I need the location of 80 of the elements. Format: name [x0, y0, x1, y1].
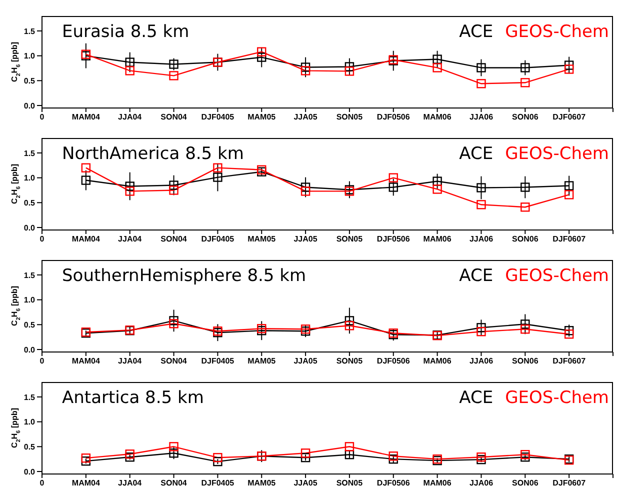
x-tick-label: MAM06 [423, 478, 452, 488]
x-tick-label: JJA06 [469, 356, 494, 366]
x-tick-label: JJA06 [469, 112, 494, 122]
x-tick-label: DJF0506 [376, 112, 410, 122]
x-tick-label: SON05 [336, 112, 364, 122]
x-tick-label: SON05 [336, 356, 364, 366]
y-tick-label: 0.0 [24, 101, 36, 110]
y-tick-label: 1.0 [24, 174, 36, 183]
x-tick-label: DJF0607 [552, 478, 586, 488]
chart-title: Eurasia 8.5 km [62, 22, 190, 42]
x-tick-label: MAM05 [248, 234, 276, 244]
y-tick-label: 1.0 [24, 52, 36, 61]
x-tick-label: SON06 [512, 356, 539, 366]
x-tick-label: JJA04 [118, 112, 142, 122]
x-tick-label: DJF0405 [201, 356, 235, 366]
x-tick-label: JJA05 [294, 112, 318, 122]
chart-title: NorthAmerica 8.5 km [62, 144, 244, 164]
x-tick-label: SON06 [512, 478, 539, 488]
text: GEOS-Chem [505, 144, 609, 164]
text: ACE [459, 266, 494, 286]
x-tick-label: 0 [40, 356, 45, 366]
x-tick-label: DJF0405 [201, 234, 235, 244]
y-tick-label: 0.5 [24, 198, 36, 208]
x-tick-label: DJF0607 [552, 356, 586, 366]
y-tick-label: 1.0 [24, 296, 36, 305]
x-tick-label: SON05 [336, 478, 364, 488]
y-tick-label: 1.5 [24, 392, 36, 402]
x-tick-label: SON05 [336, 234, 364, 244]
y-tick-label: 0.5 [24, 76, 36, 86]
x-tick-label: JJA04 [118, 234, 142, 244]
x-tick-label: 0 [40, 234, 45, 244]
x-tick-label: SON04 [160, 478, 188, 488]
x-tick-label: DJF0405 [201, 478, 235, 488]
x-tick-label: JJA06 [469, 234, 494, 244]
y-tick-label: 1.5 [24, 26, 36, 36]
x-tick-label: MAM05 [248, 478, 276, 488]
series-label: ACE [459, 22, 494, 42]
x-tick-label: SON04 [160, 112, 188, 122]
x-tick-label: DJF0506 [376, 356, 410, 366]
x-tick-label: JJA04 [118, 478, 142, 488]
x-tick-label: MAM06 [423, 234, 452, 244]
y-tick-label: 0.5 [24, 320, 36, 330]
x-tick-label: SON06 [512, 112, 539, 122]
x-tick-label: JJA06 [469, 478, 494, 488]
chart-title: SouthernHemisphere 8.5 km [62, 266, 306, 286]
x-tick-label: MAM05 [248, 112, 276, 122]
y-tick-label: 0.5 [24, 442, 36, 452]
x-tick-label: DJF0607 [552, 112, 586, 122]
x-tick-label: MAM06 [423, 112, 452, 122]
y-tick-label: 1.5 [24, 270, 36, 280]
x-tick-label: MAM04 [72, 356, 100, 366]
x-tick-label: MAM04 [72, 478, 100, 488]
x-tick-label: DJF0405 [201, 112, 235, 122]
x-tick-label: 0 [40, 112, 45, 122]
x-tick-label: SON04 [160, 356, 188, 366]
y-tick-label: 0.0 [24, 467, 36, 476]
x-tick-label: JJA05 [294, 234, 318, 244]
x-tick-label: SON06 [512, 234, 539, 244]
y-tick-label: 1.5 [24, 148, 36, 158]
text: GEOS-Chem [505, 388, 609, 408]
text: GEOS-Chem [505, 266, 609, 286]
y-tick-label: 0.0 [24, 345, 36, 354]
x-tick-label: MAM05 [248, 356, 276, 366]
series-label: ACE [459, 144, 494, 164]
x-tick-label: SON04 [160, 234, 188, 244]
x-tick-label: DJF0506 [376, 234, 410, 244]
text: GEOS-Chem [505, 22, 609, 42]
x-tick-label: 0 [40, 478, 45, 488]
x-tick-label: JJA05 [294, 478, 318, 488]
x-tick-label: JJA04 [118, 356, 142, 366]
y-tick-label: 1.0 [24, 418, 36, 427]
x-tick-label: MAM06 [423, 356, 452, 366]
x-tick-label: DJF0607 [552, 234, 586, 244]
x-tick-label: MAM04 [72, 234, 100, 244]
x-tick-label: DJF0506 [376, 478, 410, 488]
y-tick-label: 0.0 [24, 223, 36, 232]
chart-title: Antartica 8.5 km [62, 388, 204, 408]
x-tick-label: MAM04 [72, 112, 100, 122]
x-tick-label: JJA05 [294, 356, 318, 366]
text: ACE [459, 388, 494, 408]
